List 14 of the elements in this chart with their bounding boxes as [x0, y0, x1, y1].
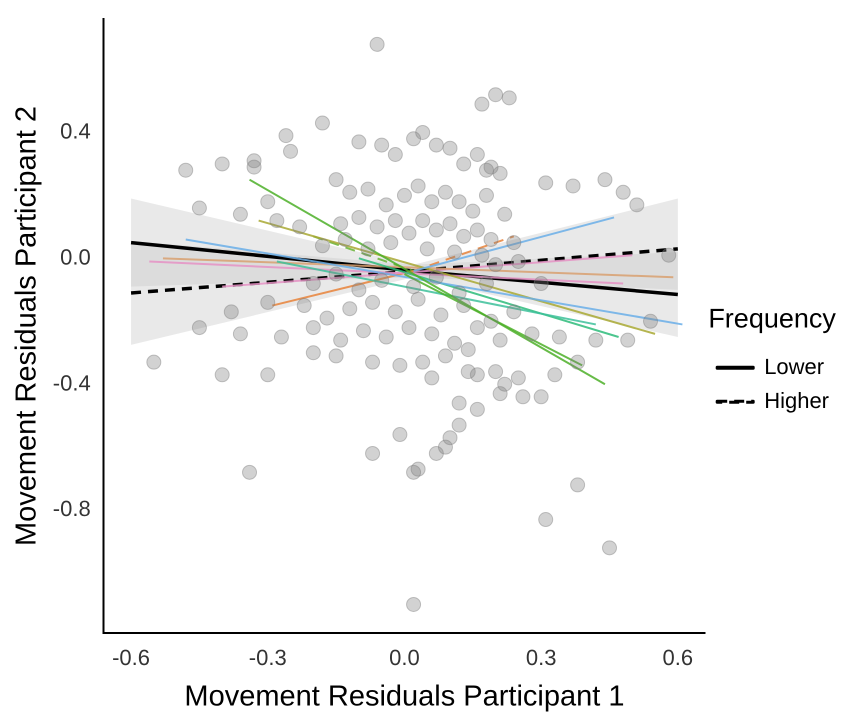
y-tick-label: -0.8	[52, 496, 91, 522]
x-axis-title: Movement Residuals Participant 1	[184, 680, 624, 713]
x-tick-label: -0.6	[112, 645, 150, 670]
x-tick-label: 0.3	[526, 645, 556, 670]
legend-title: Frequency	[708, 303, 836, 334]
x-tick-label: 0.6	[662, 645, 694, 670]
x-tick-label: 0.0	[389, 645, 420, 670]
legend-label: Lower	[764, 354, 824, 379]
legend-label: Higher	[764, 388, 830, 413]
y-axis-title: Movement Residuals Participant 2	[10, 106, 42, 546]
y-tick-label: 0.0	[60, 244, 91, 270]
y-tick-label: -0.4	[52, 370, 91, 396]
y-tick-label: 0.4	[60, 118, 91, 144]
x-tick-label: -0.3	[248, 645, 287, 670]
